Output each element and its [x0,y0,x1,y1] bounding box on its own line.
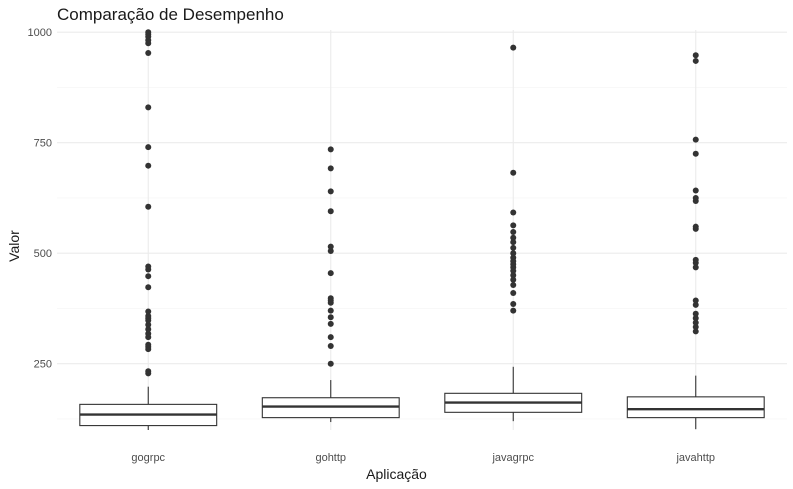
outlier-point [692,310,699,317]
outlier-point [692,315,699,322]
outlier-point [692,194,699,201]
outlier-point [510,254,517,261]
outlier-point [327,243,334,250]
outlier-point [327,343,334,350]
outlier-point [145,263,152,270]
outlier-point [145,308,152,315]
outlier-point [510,276,517,283]
outlier-point [145,284,152,291]
outlier-point [692,57,699,64]
outlier-point [510,301,517,308]
outlier-point [327,320,334,327]
outlier-point [145,330,152,337]
x-tick-label: gohttp [315,452,346,464]
outlier-point [327,334,334,341]
chart-title: Comparação de Desempenho [57,5,284,24]
outlier-point [327,307,334,314]
outlier-point [327,295,334,302]
y-tick-label: 750 [34,138,52,150]
y-axis-label: Valor [6,230,22,262]
outlier-point [510,228,517,235]
outlier-point [145,144,152,151]
outlier-point [327,188,334,195]
outlier-point [692,256,699,263]
outlier-point [327,146,334,153]
x-tick-label: gogrpc [131,452,165,464]
outlier-point [327,270,334,277]
outlier-point [510,289,517,296]
outlier-point [692,187,699,194]
outlier-point [692,324,699,331]
outlier-point [510,234,517,241]
outlier-point [692,136,699,143]
outlier-point [692,223,699,230]
outlier-point [510,239,517,246]
outlier-point [692,52,699,59]
x-tick-label: javagrpc [491,452,534,464]
outlier-point [145,326,152,333]
outlier-point [327,360,334,367]
outlier-point [510,44,517,51]
x-axis-label: Aplicação [366,466,427,482]
outlier-point [510,169,517,176]
outlier-point [327,314,334,321]
outlier-point [145,49,152,56]
outlier-point [145,162,152,169]
outlier-point [327,247,334,254]
outlier-point [145,341,152,348]
x-tick-label: javahttp [675,452,715,464]
outlier-point [692,328,699,335]
outlier-point [145,203,152,210]
outlier-point [510,222,517,229]
outlier-point [327,165,334,172]
outlier-point [510,250,517,257]
outlier-point [145,29,152,36]
outlier-point [145,368,152,375]
y-tick-label: 500 [34,248,52,260]
outlier-point [145,321,152,328]
outlier-point [510,209,517,216]
outlier-point [145,312,152,319]
outlier-point [692,150,699,157]
outlier-point [692,319,699,326]
y-tick-label: 250 [34,359,52,371]
outlier-point [145,273,152,280]
outlier-point [145,104,152,111]
outlier-point [692,301,699,308]
outlier-point [510,307,517,314]
outlier-point [692,264,699,271]
y-tick-label: 1000 [28,27,52,39]
box-javahttp [626,396,765,419]
outlier-point [510,244,517,251]
outlier-point [327,208,334,215]
outlier-point [510,272,517,279]
outlier-point [510,282,517,289]
outlier-point [692,297,699,304]
